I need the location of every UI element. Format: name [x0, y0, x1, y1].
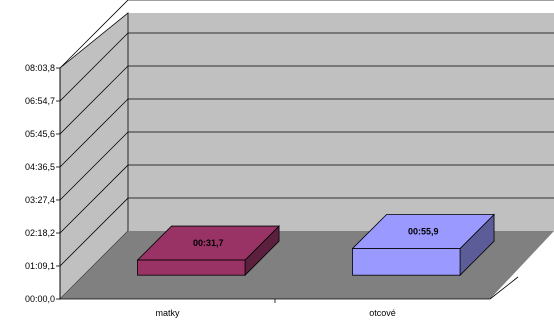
gridline-side	[59, 65, 129, 135]
y-tick-label: 08:03,8	[25, 63, 55, 73]
x-category-label: otcové	[369, 308, 396, 318]
y-tick-label: 05:45,6	[25, 129, 55, 139]
gridline-side	[59, 164, 129, 234]
bar-front	[137, 259, 246, 276]
gridlines	[59, 0, 554, 267]
chart-back-wall	[128, 13, 554, 231]
y-axis-ticks: 00:00,0 01:09,1 02:18,2 03:27,4 04:36,5 05:45…	[25, 63, 60, 304]
y-tick-label: 01:09,1	[25, 261, 55, 271]
gridline-side	[59, 197, 129, 267]
bar-data-label: 00:31,7	[193, 238, 224, 248]
y-tick-label: 00:00,0	[25, 294, 55, 304]
gridline-side	[59, 0, 129, 69]
gridline-side	[59, 98, 129, 168]
y-tick-label: 06:54,7	[25, 96, 55, 106]
y-tick-label: 03:27,4	[25, 195, 55, 205]
bars: 00:31,7 00:55,9	[136, 213, 496, 277]
gridline-side	[59, 32, 129, 102]
x-category-label: matky	[155, 308, 180, 318]
y-tick-label: 04:36,5	[25, 162, 55, 172]
bar-1: 00:31,7	[136, 225, 281, 277]
floor-front-right-edge	[489, 276, 519, 300]
y-tick-label: 02:18,2	[25, 228, 55, 238]
bar-2: 00:55,9	[351, 213, 496, 277]
bar-front	[352, 248, 461, 276]
gridline-side	[59, 131, 129, 201]
bar-data-label: 00:55,9	[408, 227, 439, 237]
x-axis-categories: matky otcové	[155, 299, 396, 318]
